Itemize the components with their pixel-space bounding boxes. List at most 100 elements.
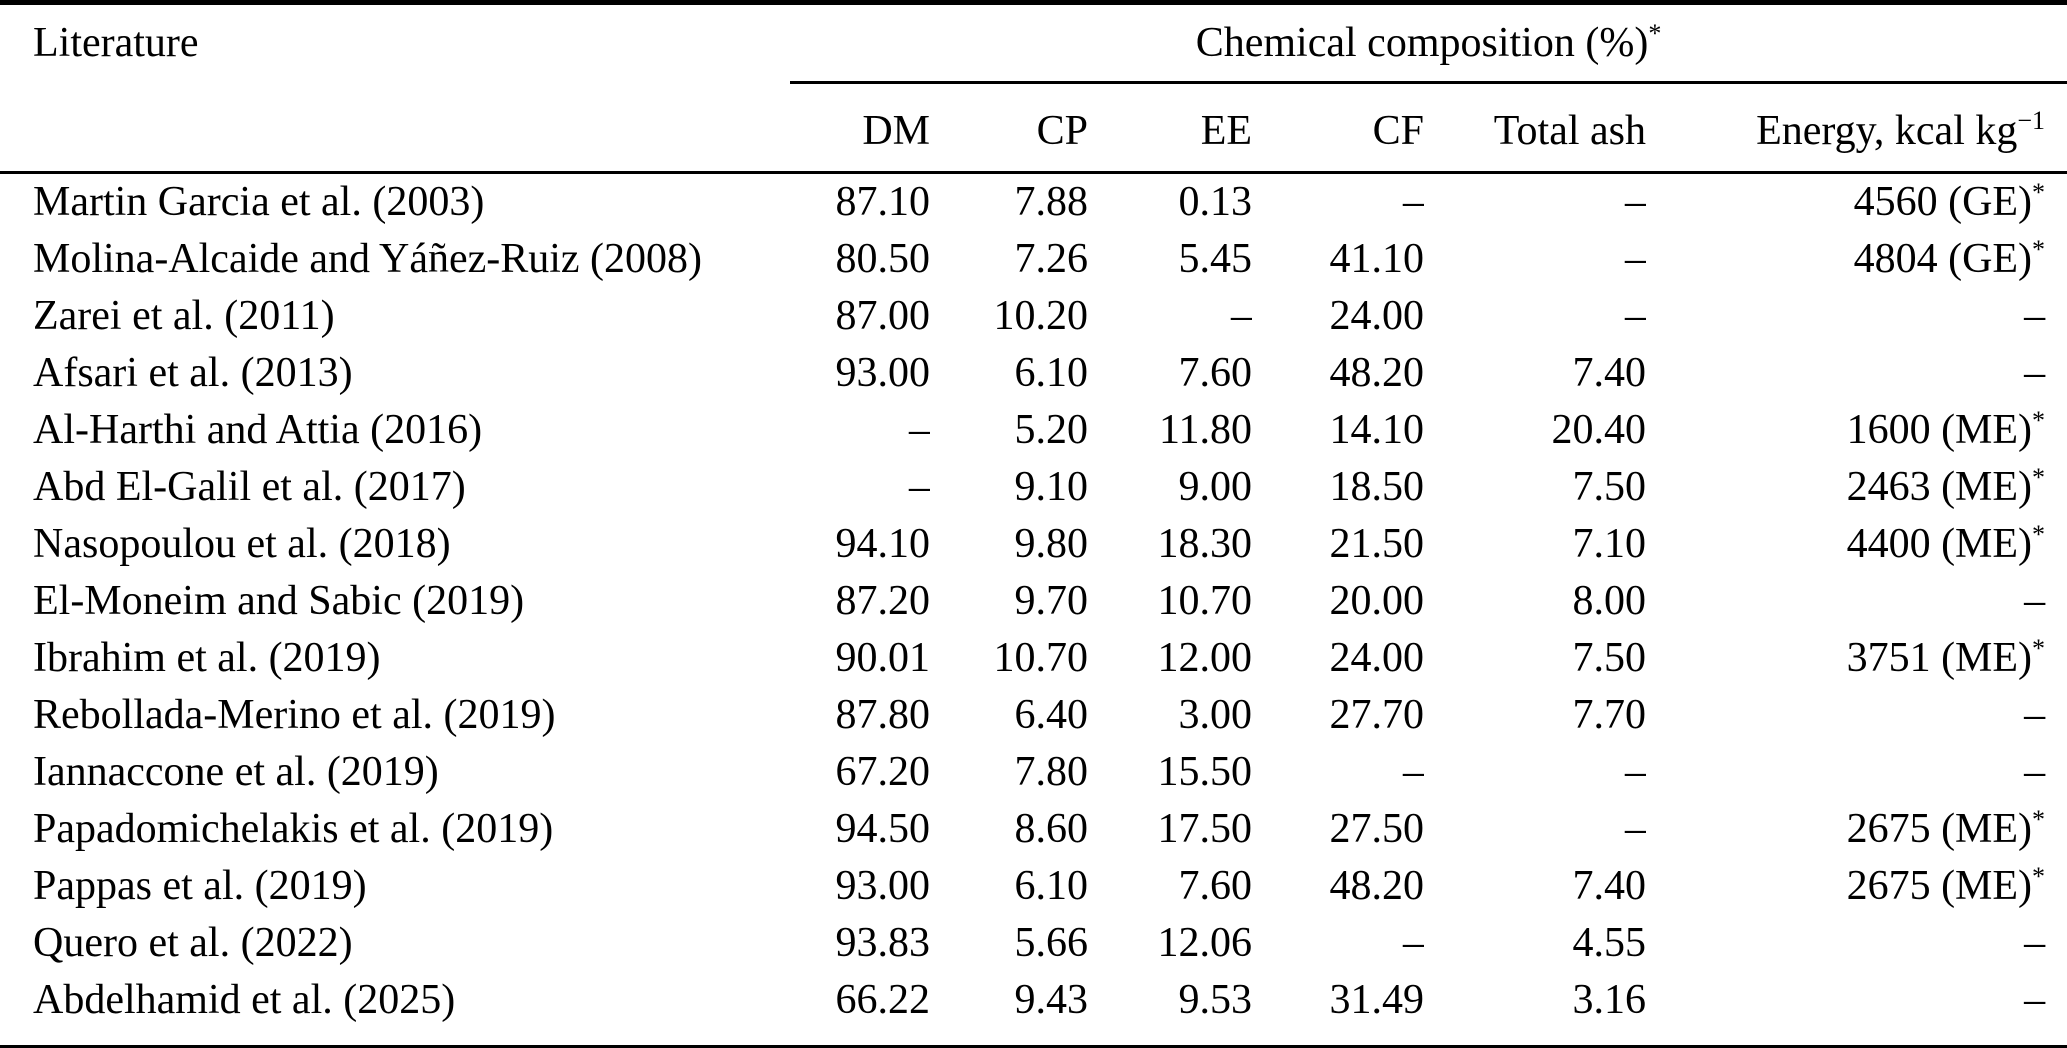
literature-cell: Quero et al. (2022) bbox=[33, 920, 353, 966]
literature-cell: Iannaccone et al. (2019) bbox=[33, 749, 439, 795]
cell-ee: – bbox=[1231, 293, 1252, 339]
literature-cell: Papadomichelakis et al. (2019) bbox=[33, 806, 554, 852]
cell-cp: 10.70 bbox=[993, 635, 1089, 681]
cell-ee: 9.53 bbox=[1178, 977, 1253, 1023]
cell-cf: 27.70 bbox=[1329, 692, 1425, 738]
cell-ee: 7.60 bbox=[1178, 863, 1253, 909]
cell-cf: 48.20 bbox=[1329, 863, 1425, 909]
energy-value: 4400 (ME) bbox=[1846, 521, 2033, 567]
cell-energy: – bbox=[1646, 744, 2067, 801]
literature-cell: Nasopoulou et al. (2018) bbox=[33, 521, 451, 567]
column-header-energy: Energy, kcal kg−1 bbox=[1646, 82, 2067, 174]
energy-header-exponent: −1 bbox=[2017, 106, 2046, 136]
literature-cell: Martin Garcia et al. (2003) bbox=[33, 179, 485, 225]
cell-cp: 9.10 bbox=[1014, 464, 1089, 510]
cell-cp: 10.20 bbox=[993, 293, 1089, 339]
energy-value: 1600 (ME) bbox=[1846, 407, 2033, 453]
literature-cell: Zarei et al. (2011) bbox=[33, 293, 335, 339]
cell-total-ash: – bbox=[1625, 179, 1646, 225]
cell-cf: 24.00 bbox=[1329, 293, 1425, 339]
energy-value-asterisk: * bbox=[2032, 405, 2046, 435]
table-head: Literature Chemical composition (%)* DM … bbox=[0, 5, 2067, 174]
table-row: Abdelhamid et al. (2025) 66.22 9.43 9.53 31.… bbox=[0, 972, 2067, 1045]
cell-total-ash: 20.40 bbox=[1551, 407, 1647, 453]
column-header-cp: CP bbox=[930, 82, 1088, 174]
cell-cp: 6.40 bbox=[1014, 692, 1089, 738]
energy-value: 4560 (GE) bbox=[1853, 179, 2033, 225]
cell-dm: 94.50 bbox=[835, 806, 931, 852]
group-header-asterisk: * bbox=[1648, 18, 1662, 48]
cell-energy: – bbox=[1646, 288, 2067, 345]
cell-cp: 8.60 bbox=[1014, 806, 1089, 852]
energy-value: – bbox=[2024, 350, 2046, 396]
cell-total-ash: 8.00 bbox=[1572, 578, 1647, 624]
cell-energy: 1600 (ME)* bbox=[1646, 402, 2067, 459]
cell-total-ash: – bbox=[1625, 293, 1646, 339]
table-row: Pappas et al. (2019) 93.00 6.10 7.60 48.20 7.… bbox=[0, 858, 2067, 915]
cell-energy: 4560 (GE)* bbox=[1646, 172, 2067, 231]
cell-total-ash: 7.40 bbox=[1572, 350, 1647, 396]
column-header-dm: DM bbox=[790, 82, 930, 174]
literature-cell: Rebollada-Merino et al. (2019) bbox=[33, 692, 556, 738]
cell-ee: 18.30 bbox=[1157, 521, 1253, 567]
literature-cell: Ibrahim et al. (2019) bbox=[33, 635, 381, 681]
group-header-cell: Chemical composition (%)* bbox=[790, 5, 2067, 84]
cell-dm: 87.10 bbox=[835, 179, 931, 225]
cell-energy: 4804 (GE)* bbox=[1646, 231, 2067, 288]
cell-ee: 12.06 bbox=[1157, 920, 1253, 966]
energy-value: – bbox=[2024, 578, 2046, 624]
cell-cp: 9.70 bbox=[1014, 578, 1089, 624]
cell-ee: 9.00 bbox=[1178, 464, 1253, 510]
literature-cell: Afsari et al. (2013) bbox=[33, 350, 353, 396]
cell-ee: 5.45 bbox=[1178, 236, 1253, 282]
cell-total-ash: 7.10 bbox=[1572, 521, 1647, 567]
cell-dm: – bbox=[909, 464, 930, 510]
cell-energy: 2675 (ME)* bbox=[1646, 801, 2067, 858]
cell-ee: 12.00 bbox=[1157, 635, 1253, 681]
cell-total-ash: – bbox=[1625, 749, 1646, 795]
cell-total-ash: 7.50 bbox=[1572, 464, 1647, 510]
energy-value: – bbox=[2024, 977, 2046, 1023]
column-header-cf: CF bbox=[1252, 82, 1424, 174]
cell-cp: 6.10 bbox=[1014, 863, 1089, 909]
table-row: Abd El-Galil et al. (2017) – 9.10 9.00 18.50… bbox=[0, 459, 2067, 516]
energy-value-asterisk: * bbox=[2032, 519, 2046, 549]
cell-cf: – bbox=[1403, 920, 1424, 966]
cell-ee: 7.60 bbox=[1178, 350, 1253, 396]
table-row: Quero et al. (2022) 93.83 5.66 12.06 – 4.55 – bbox=[0, 915, 2067, 972]
energy-value: – bbox=[2024, 749, 2046, 795]
literature-cell: Abd El-Galil et al. (2017) bbox=[33, 464, 466, 510]
cell-cp: 7.80 bbox=[1014, 749, 1089, 795]
cell-total-ash: – bbox=[1625, 806, 1646, 852]
table-body: Martin Garcia et al. (2003) 87.10 7.88 0.13… bbox=[0, 172, 2067, 1045]
cell-total-ash: 7.40 bbox=[1572, 863, 1647, 909]
cell-cf: 14.10 bbox=[1329, 407, 1425, 453]
cell-ee: 3.00 bbox=[1178, 692, 1253, 738]
column-header-row: DM CP EE CF Total ash Energy, kcal kg−1 bbox=[0, 82, 2067, 174]
table-row: Iannaccone et al. (2019) 67.20 7.80 15.50 – –… bbox=[0, 744, 2067, 801]
cell-energy: – bbox=[1646, 915, 2067, 972]
column-header-total-ash: Total ash bbox=[1424, 82, 1646, 174]
cell-cf: 18.50 bbox=[1329, 464, 1425, 510]
cell-total-ash: 4.55 bbox=[1572, 920, 1647, 966]
cell-dm: 67.20 bbox=[835, 749, 931, 795]
cell-ee: 17.50 bbox=[1157, 806, 1253, 852]
table-row: Zarei et al. (2011) 87.00 10.20 – 24.00 – – bbox=[0, 288, 2067, 345]
literature-cell: Al-Harthi and Attia (2016) bbox=[33, 407, 483, 453]
cell-cf: 48.20 bbox=[1329, 350, 1425, 396]
cell-cf: 21.50 bbox=[1329, 521, 1425, 567]
energy-header-label: Energy, kcal kg bbox=[1756, 107, 2018, 154]
cell-energy: 2463 (ME)* bbox=[1646, 459, 2067, 516]
cell-cp: 9.80 bbox=[1014, 521, 1089, 567]
column-header-ee: EE bbox=[1088, 82, 1252, 174]
literature-cell: Pappas et al. (2019) bbox=[33, 863, 367, 909]
cell-cf: 27.50 bbox=[1329, 806, 1425, 852]
cell-dm: 93.83 bbox=[835, 920, 931, 966]
table-row: Afsari et al. (2013) 93.00 6.10 7.60 48.20 7.… bbox=[0, 345, 2067, 402]
cell-dm: 93.00 bbox=[835, 350, 931, 396]
cell-energy: 4400 (ME)* bbox=[1646, 516, 2067, 573]
cell-cf: 31.49 bbox=[1329, 977, 1425, 1023]
cell-cp: 5.20 bbox=[1014, 407, 1089, 453]
cell-dm: 87.20 bbox=[835, 578, 931, 624]
